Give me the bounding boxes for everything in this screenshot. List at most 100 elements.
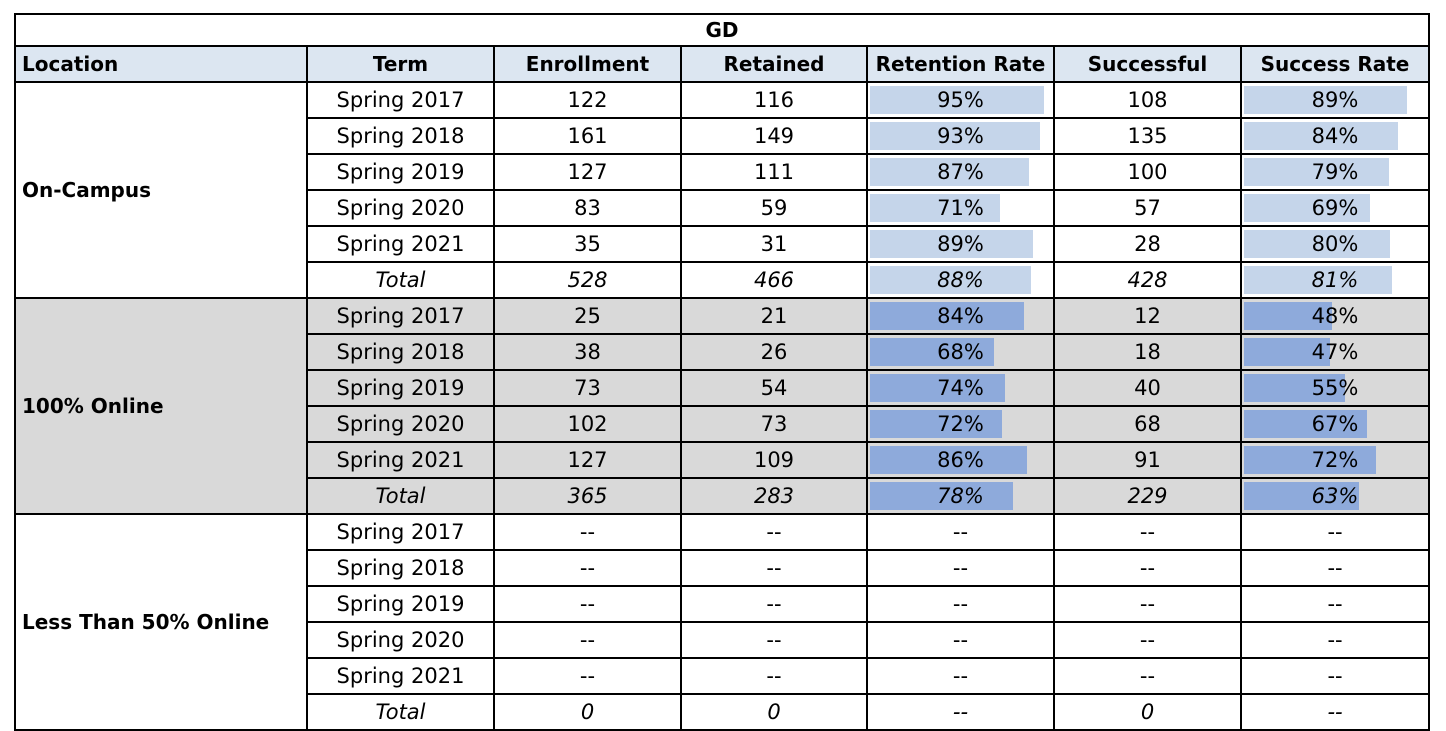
table-row: Spring 2021 -- -- -- -- -- xyxy=(15,657,1431,695)
term-cell: Spring 2021 xyxy=(306,657,495,695)
term-cell: Spring 2019 xyxy=(306,585,495,623)
retention-rate-cell-bar xyxy=(870,266,1031,294)
enrollment-cell: 35 xyxy=(493,225,682,263)
retained-cell: 59 xyxy=(680,189,868,227)
retention-rate-cell-bar xyxy=(870,410,1002,438)
term-cell-value: Spring 2020 xyxy=(336,412,465,436)
term-cell-value: Spring 2018 xyxy=(336,124,465,148)
retained-cell: -- xyxy=(680,549,868,587)
success-rate-cell-label: 81% xyxy=(1311,268,1359,292)
title-row: GD xyxy=(13,13,1431,47)
success-rate-cell-bar xyxy=(1244,410,1367,438)
successful-cell-value: 0 xyxy=(1140,700,1155,724)
success-rate-cell-label: 55% xyxy=(1311,376,1359,400)
term-cell: Spring 2020 xyxy=(306,405,495,443)
table-row: Spring 2018 38 26 68% 18 47% xyxy=(15,333,1431,371)
success-rate-cell: 55% xyxy=(1239,369,1431,407)
success-rate-cell-label: 47% xyxy=(1311,340,1359,364)
successful-cell: 68 xyxy=(1053,405,1242,443)
term-cell: Spring 2018 xyxy=(306,117,495,155)
term-cell-value: Total xyxy=(375,484,426,508)
table-row: Spring 2019 -- -- -- -- -- xyxy=(15,585,1431,623)
retained-cell-value: -- xyxy=(766,556,782,580)
successful-cell-value: 100 xyxy=(1127,160,1168,184)
enrollment-cell-value: 35 xyxy=(574,232,601,256)
term-cell: Spring 2020 xyxy=(306,621,495,659)
enrollment-cell-value: 38 xyxy=(574,340,601,364)
table-row: Less Than 50% Online Spring 2017 -- -- -- -- -… xyxy=(14,513,1431,731)
success-rate-cell: -- xyxy=(1239,513,1431,551)
term-cell: Spring 2019 xyxy=(306,153,495,191)
retained-cell-value: 116 xyxy=(753,88,795,112)
successful-cell: -- xyxy=(1053,549,1242,587)
retention-rate-cell-bar xyxy=(870,374,1005,402)
success-rate-cell-label: 63% xyxy=(1311,484,1359,508)
retention-rate-cell-label: -- xyxy=(952,520,969,544)
successful-cell-value: 91 xyxy=(1134,448,1161,472)
term-cell: Spring 2018 xyxy=(306,333,495,371)
term-cell-value: Spring 2018 xyxy=(336,556,465,580)
success-rate-cell: 47% xyxy=(1239,333,1431,371)
retained-cell: 26 xyxy=(680,333,868,371)
enrollment-cell: 102 xyxy=(493,405,682,443)
retained-cell: 116 xyxy=(680,81,868,119)
retention-rate-cell-label: 68% xyxy=(937,340,984,364)
term-cell-value: Spring 2017 xyxy=(336,88,465,112)
retention-rate-cell-bar xyxy=(870,86,1044,114)
successful-cell: -- xyxy=(1053,585,1242,623)
success-rate-cell: 80% xyxy=(1239,225,1431,263)
retention-rate-cell-bar xyxy=(870,338,994,366)
retention-rate-cell: 84% xyxy=(866,297,1055,335)
retention-rate-cell-bar xyxy=(870,302,1024,330)
retained-cell-value: 111 xyxy=(753,160,795,184)
successful-cell-value: 57 xyxy=(1134,196,1161,220)
retention-rate-cell-bar xyxy=(870,122,1040,150)
term-cell-value: Spring 2020 xyxy=(336,196,465,220)
success-rate-cell-label: 67% xyxy=(1311,412,1359,436)
retained-cell-value: 54 xyxy=(760,376,788,400)
term-cell-value: Spring 2017 xyxy=(336,520,465,544)
enrollment-cell: -- xyxy=(493,585,682,623)
successful-cell-value: -- xyxy=(1139,556,1156,580)
retained-cell-value: 21 xyxy=(760,304,788,328)
successful-cell-value: 40 xyxy=(1134,376,1161,400)
enrollment-cell-value: 83 xyxy=(574,196,601,220)
retained-cell-value: -- xyxy=(766,520,782,544)
retained-cell-value: 59 xyxy=(760,196,788,220)
successful-cell-value: -- xyxy=(1139,520,1156,544)
successful-cell-value: -- xyxy=(1139,664,1156,688)
term-cell-value: Total xyxy=(375,700,426,724)
enrollment-cell: -- xyxy=(493,513,682,551)
enrollment-cell: 0 xyxy=(493,693,682,731)
retention-rate-cell-bar xyxy=(870,158,1029,186)
retention-success-table: GD Location Term Enrollment Retained Ret… xyxy=(13,13,1431,731)
enrollment-cell: 127 xyxy=(493,441,682,479)
enrollment-cell-value: 127 xyxy=(567,448,608,472)
successful-cell: -- xyxy=(1053,621,1242,659)
enrollment-cell: 127 xyxy=(493,153,682,191)
success-rate-cell: 89% xyxy=(1239,81,1431,119)
retention-rate-cell-bar xyxy=(870,446,1027,474)
success-rate-cell-bar xyxy=(1244,446,1376,474)
term-cell-value: Spring 2021 xyxy=(336,664,465,688)
retention-rate-cell: 89% xyxy=(866,225,1055,263)
term-cell-value: Spring 2018 xyxy=(336,340,465,364)
success-rate-cell-label: -- xyxy=(1327,664,1343,688)
success-rate-cell-label: -- xyxy=(1327,520,1343,544)
term-cell-value: Spring 2020 xyxy=(336,628,465,652)
enrollment-cell-value: 0 xyxy=(580,700,595,724)
header-success-rate: Success Rate xyxy=(1239,45,1431,83)
retained-cell: -- xyxy=(680,513,868,551)
retention-rate-cell-label: 84% xyxy=(937,304,984,328)
success-rate-cell-label: -- xyxy=(1327,628,1343,652)
success-rate-cell: 79% xyxy=(1239,153,1431,191)
table-title: GD xyxy=(13,13,1431,47)
location-cell: 100% Online xyxy=(14,297,308,515)
term-cell: Spring 2021 xyxy=(306,441,495,479)
enrollment-cell: -- xyxy=(493,549,682,587)
successful-cell-value: -- xyxy=(1139,628,1156,652)
retention-rate-cell: 72% xyxy=(866,405,1055,443)
retained-cell-value: 149 xyxy=(753,124,795,148)
table-row: On-Campus Spring 2017 122 116 95% 108 89% xyxy=(14,81,1431,299)
enrollment-cell-value: 127 xyxy=(567,160,608,184)
